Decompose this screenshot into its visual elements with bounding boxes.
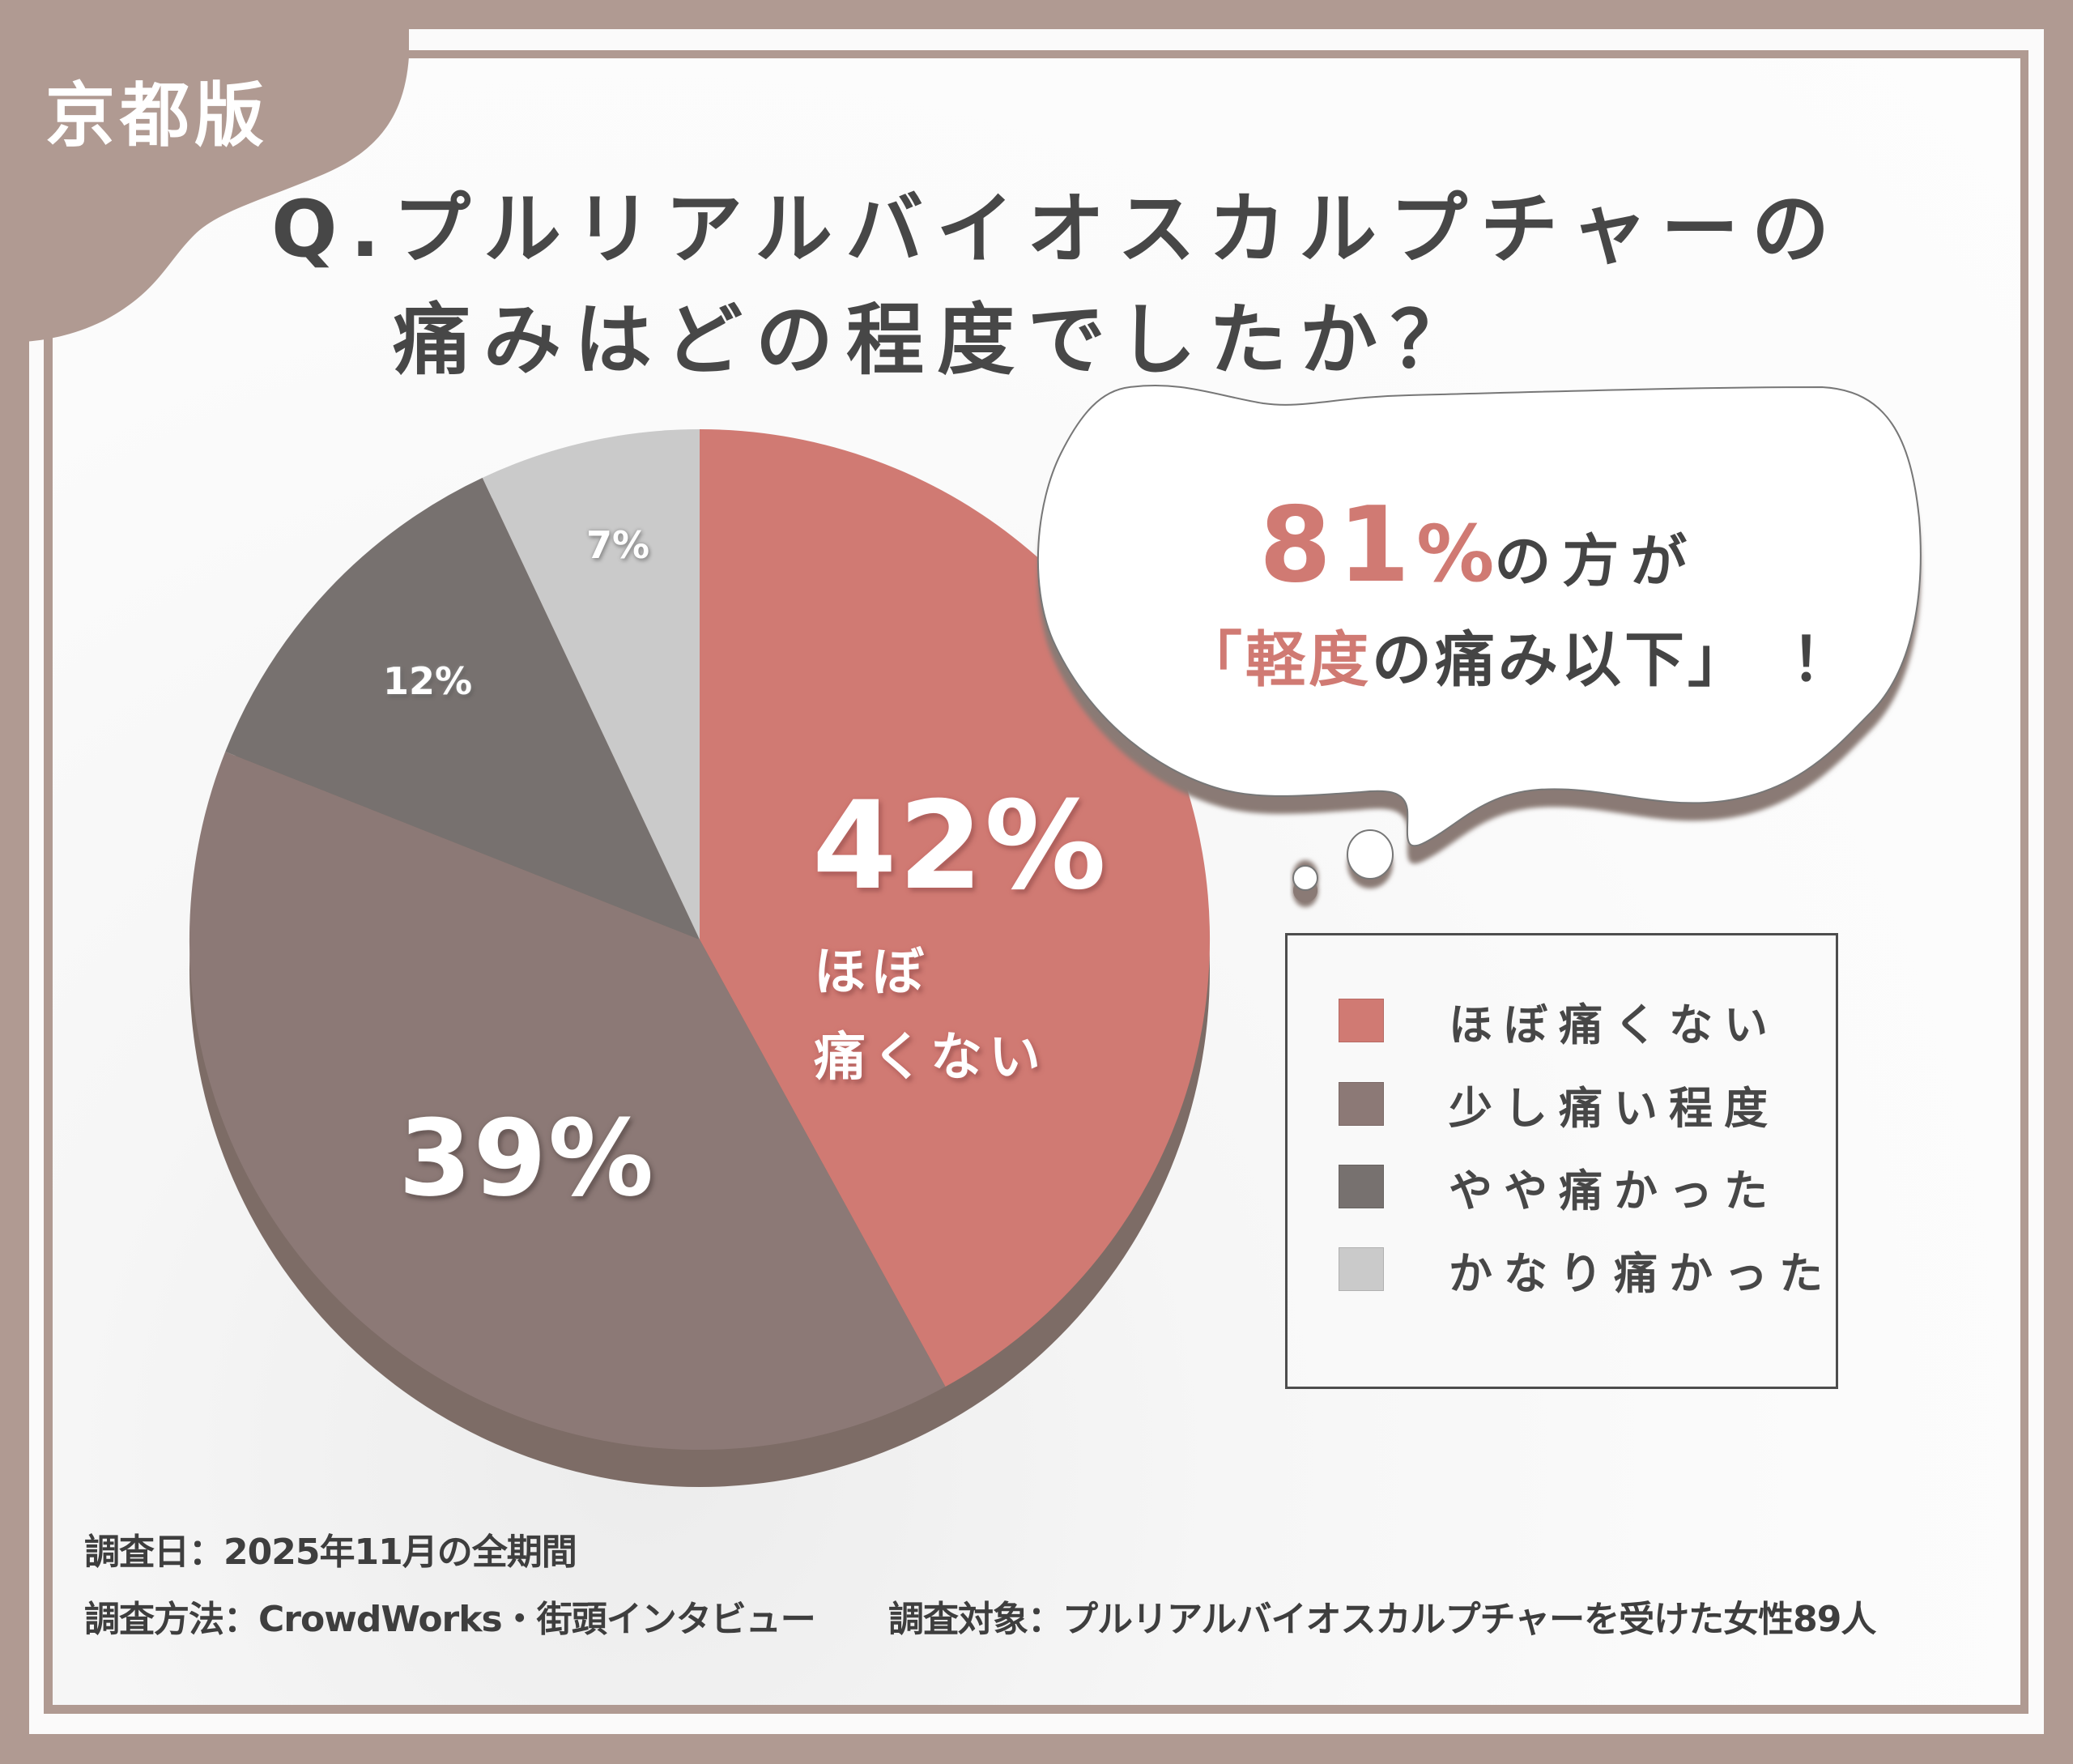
- legend-label: 少し痛い程度: [1449, 1082, 1779, 1134]
- edition-badge-shape: [0, 0, 409, 343]
- legend-label: やや痛かった: [1449, 1165, 1779, 1216]
- legend-label: かなり痛かった: [1449, 1247, 1834, 1299]
- page-title-line1: Q.プルリアルバイオスカルプチャーの: [271, 184, 1843, 275]
- legend-swatch-icon: [1339, 1165, 1384, 1208]
- legend-swatch-icon: [1339, 1082, 1384, 1126]
- thought-dot-small: [1292, 865, 1318, 891]
- page-title-line2: 痛みはどの程度でしたか？: [393, 295, 1481, 386]
- bubble-subline: 「軽度の痛み以下」！: [1182, 630, 1854, 690]
- exclamation: ！: [1791, 625, 1854, 695]
- pie-slice-somewhat-painful[interactable]: [225, 477, 700, 940]
- legend-label: ほぼ痛くない: [1449, 999, 1779, 1050]
- legend-item-slight-pain[interactable]: 少し痛い程度: [1339, 1081, 1779, 1134]
- legend-swatch-icon: [1339, 1247, 1384, 1291]
- slice-3-percent: 12%: [383, 659, 473, 703]
- survey-target: 調査対象：プルリアルバイオスカルプチャーを受けた女性89人: [888, 1599, 1876, 1640]
- edition-label: 京都版: [45, 75, 269, 156]
- survey-date: 調査日：2025年11月の全期間: [84, 1532, 577, 1573]
- pie-slice-very-painful[interactable]: [482, 429, 700, 940]
- legend-item-almost-no-pain[interactable]: ほぼ痛くない: [1339, 998, 1779, 1050]
- slice-1-label-line2: 痛くない: [814, 1028, 1047, 1088]
- slice-2-percent: 39%: [398, 1097, 656, 1220]
- subline-rest: の痛み以下: [1372, 625, 1688, 695]
- bracket-close: 」: [1688, 625, 1751, 695]
- bracket-open: 「: [1182, 625, 1245, 695]
- pie-slice-slight-pain[interactable]: [189, 752, 946, 1451]
- legend-item-very-painful[interactable]: かなり痛かった: [1339, 1246, 1834, 1299]
- headline-rest: の方が: [1494, 528, 1699, 594]
- survey-method: 調査方法：CrowdWorks・街頭インタビュー: [84, 1599, 816, 1640]
- thought-dot-large: [1347, 829, 1394, 880]
- legend-item-somewhat-painful[interactable]: やや痛かった: [1339, 1164, 1779, 1216]
- bubble-headline: 81%の方が: [1259, 494, 1698, 598]
- slice-4-percent: 7%: [586, 523, 650, 567]
- chart-legend: ほぼ痛くない 少し痛い程度 やや痛かった かなり痛かった: [1285, 933, 1838, 1389]
- highlight-percent: %: [1416, 509, 1495, 599]
- slice-1-percent: 42%: [812, 776, 1109, 917]
- highlight-term: 軽度: [1245, 625, 1372, 695]
- legend-swatch-icon: [1339, 999, 1384, 1042]
- highlight-number: 81: [1259, 485, 1417, 606]
- slice-1-label-line1: ほぼ: [814, 943, 930, 1003]
- speech-bubble: [1036, 385, 1922, 907]
